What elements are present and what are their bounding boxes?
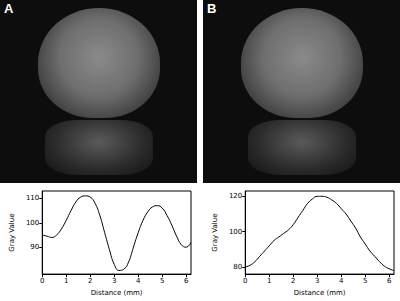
svg-text:Distance (mm): Distance (mm) bbox=[91, 289, 143, 297]
svg-text:1: 1 bbox=[64, 277, 68, 285]
svg-text:120: 120 bbox=[229, 192, 242, 200]
svg-text:3: 3 bbox=[112, 277, 116, 285]
svg-text:0: 0 bbox=[243, 277, 247, 285]
html-text:B: B bbox=[207, 1, 217, 16]
svg-text:90: 90 bbox=[30, 243, 39, 251]
svg-text:6: 6 bbox=[184, 277, 189, 285]
svg-text:3: 3 bbox=[315, 277, 319, 285]
svg-text:2: 2 bbox=[291, 277, 295, 285]
svg-text:80: 80 bbox=[233, 263, 242, 271]
svg-text:4: 4 bbox=[339, 277, 344, 285]
svg-text:100: 100 bbox=[26, 219, 39, 227]
svg-text:100: 100 bbox=[229, 228, 242, 236]
svg-text:Distance (mm): Distance (mm) bbox=[294, 289, 346, 297]
svg-text:Gray Value: Gray Value bbox=[211, 213, 219, 251]
html-text:A: A bbox=[4, 1, 14, 16]
svg-text:2: 2 bbox=[88, 277, 92, 285]
svg-text:6: 6 bbox=[387, 277, 392, 285]
svg-text:0: 0 bbox=[40, 277, 44, 285]
svg-text:4: 4 bbox=[136, 277, 141, 285]
svg-text:110: 110 bbox=[26, 194, 39, 202]
svg-text:5: 5 bbox=[160, 277, 164, 285]
svg-text:5: 5 bbox=[363, 277, 367, 285]
svg-text:1: 1 bbox=[267, 277, 271, 285]
svg-text:Gray Value: Gray Value bbox=[8, 213, 16, 251]
